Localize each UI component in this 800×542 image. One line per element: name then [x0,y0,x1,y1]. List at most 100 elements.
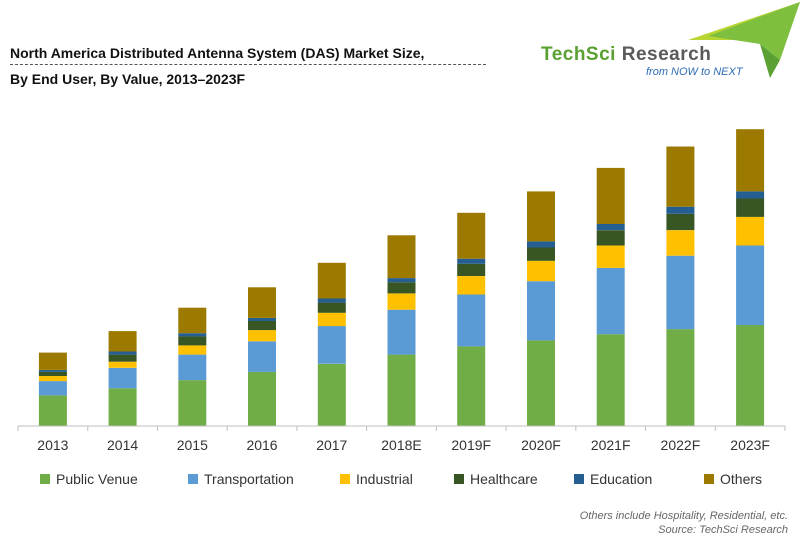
brand-logo: TechSci Research from NOW to NEXT [538,0,800,85]
bar-segment-healthcare-2015 [178,336,207,346]
bar-segment-industrial-2021f [596,245,625,268]
logo-wordmark: TechSci Research [541,44,711,66]
legend-item-healthcare: Healthcare [454,469,538,489]
bar-segment-education-2014 [108,351,137,355]
bar-segment-healthcare-2022f [666,213,695,231]
bar-segment-public-venue-2020f [527,340,555,426]
bar-segment-others-2015 [178,307,207,334]
chart-title-line-2: By End User, By Value, 2013–2023F [10,71,246,87]
bar-segment-others-2022f [666,146,695,207]
bar-segment-healthcare-2013 [38,371,67,376]
bar-segment-public-venue-2019f [457,346,486,426]
logo-wordmark-part1: TechSci [541,44,616,65]
x-tick-label-2018e: 2018E [381,437,421,453]
bar-segment-public-venue-2014 [108,388,137,426]
bar-segment-industrial-2022f [666,230,695,256]
bar-segment-education-2018e [387,278,416,283]
legend-swatch-healthcare [454,474,464,484]
bar-segment-transportation-2014 [108,367,137,389]
bar-segment-transportation-2019f [457,294,486,347]
bar-segment-public-venue-2023f [736,325,765,426]
bar-segment-industrial-2016 [248,330,276,342]
x-tick-label-2015: 2015 [177,437,208,453]
bar-segment-public-venue-2016 [248,371,276,426]
bar-segment-industrial-2018e [387,293,416,310]
x-tick-label-2019f: 2019F [451,437,491,453]
legend-label-industrial: Industrial [356,471,413,487]
bar-segment-education-2022f [666,206,695,214]
bar-segment-healthcare-2021f [596,230,625,246]
bar-segment-others-2016 [248,287,276,318]
bar-segment-education-2019f [457,258,486,264]
logo-tagline: from NOW to NEXT [646,66,743,78]
bar-segment-public-venue-2018e [387,354,416,426]
bar-segment-healthcare-2023f [736,198,765,217]
bar-segment-transportation-2022f [666,255,695,330]
legend-item-public-venue: Public Venue [40,469,138,489]
bar-segment-healthcare-2020f [527,247,555,261]
bar-segment-healthcare-2018e [387,282,416,294]
bar-segment-transportation-2020f [527,281,555,341]
chart-legend: Public Venue Transportation Industrial Heal… [40,469,780,489]
bar-segment-education-2023f [736,191,765,199]
bar-segment-others-2023f [736,129,765,192]
bar-segment-industrial-2014 [108,361,137,368]
bar-segment-healthcare-2019f [457,263,486,276]
bar-segment-industrial-2013 [38,376,67,382]
bar-segment-public-venue-2013 [38,395,67,426]
x-axis [17,425,786,431]
chart-title: North America Distributed Antenna System… [10,40,490,92]
footnote-others: Others include Hospitality, Residential,… [579,510,788,522]
bar-segment-others-2013 [38,352,67,370]
bar-segment-others-2017 [317,262,346,299]
bar-segment-public-venue-2021f [596,334,625,426]
bar-segment-healthcare-2017 [317,302,346,313]
x-tick-label-2022f: 2022F [661,437,701,453]
bar-segment-industrial-2015 [178,345,207,355]
bar-segment-healthcare-2016 [248,320,276,331]
bar-segment-education-2021f [596,224,625,231]
bar-segment-others-2021f [596,167,625,224]
logo-wordmark-part2: Research [615,44,712,65]
bar-segment-transportation-2016 [248,341,276,372]
x-tick-label-2023f: 2023F [730,437,770,453]
bar-segment-education-2020f [527,241,555,248]
x-tick-label-2021f: 2021F [591,437,631,453]
stacked-bar-chart: 2013 2014 2015 2016 2017 2018E 2019F 2020F 2021F… [17,129,786,453]
footnote-source: Source: TechSci Research [658,524,788,536]
legend-item-others: Others [704,469,762,489]
bar-segment-others-2014 [108,331,137,352]
legend-swatch-education [574,474,584,484]
bar-segment-others-2019f [457,212,486,259]
x-tick-label-2013: 2013 [37,437,68,453]
bar-segment-industrial-2023f [736,216,765,246]
bar-segment-transportation-2023f [736,245,765,326]
bar-segment-healthcare-2014 [108,354,137,362]
x-tick-label-2020f: 2020F [521,437,561,453]
chart-title-line-1: North America Distributed Antenna System… [10,45,425,61]
x-tick-label-2016: 2016 [246,437,277,453]
legend-swatch-industrial [340,474,350,484]
bar-segment-industrial-2017 [317,312,346,327]
legend-item-education: Education [574,469,652,489]
logo-swoosh-icon [688,2,800,78]
legend-label-others: Others [720,471,763,487]
legend-label-healthcare: Healthcare [470,471,538,487]
x-tick-labels: 2013 2014 2015 2016 2017 2018E 2019F 2020F 2021F… [37,437,770,453]
bar-segment-industrial-2020f [527,260,555,282]
x-tick-label-2014: 2014 [107,437,138,453]
legend-item-industrial: Industrial [340,469,413,489]
bar-segment-education-2017 [317,298,346,303]
title-divider [10,64,486,65]
bar-segment-others-2020f [527,191,555,242]
legend-label-public-venue: Public Venue [56,471,138,487]
bar-segment-transportation-2013 [38,381,67,396]
bar-group [38,129,765,426]
bar-segment-public-venue-2015 [178,380,207,426]
legend-swatch-public-venue [40,474,50,484]
legend-swatch-transportation [188,474,198,484]
legend-label-education: Education [590,471,653,487]
bar-segment-education-2016 [248,317,276,321]
bar-segment-public-venue-2017 [317,363,346,426]
x-tick-label-2017: 2017 [316,437,347,453]
